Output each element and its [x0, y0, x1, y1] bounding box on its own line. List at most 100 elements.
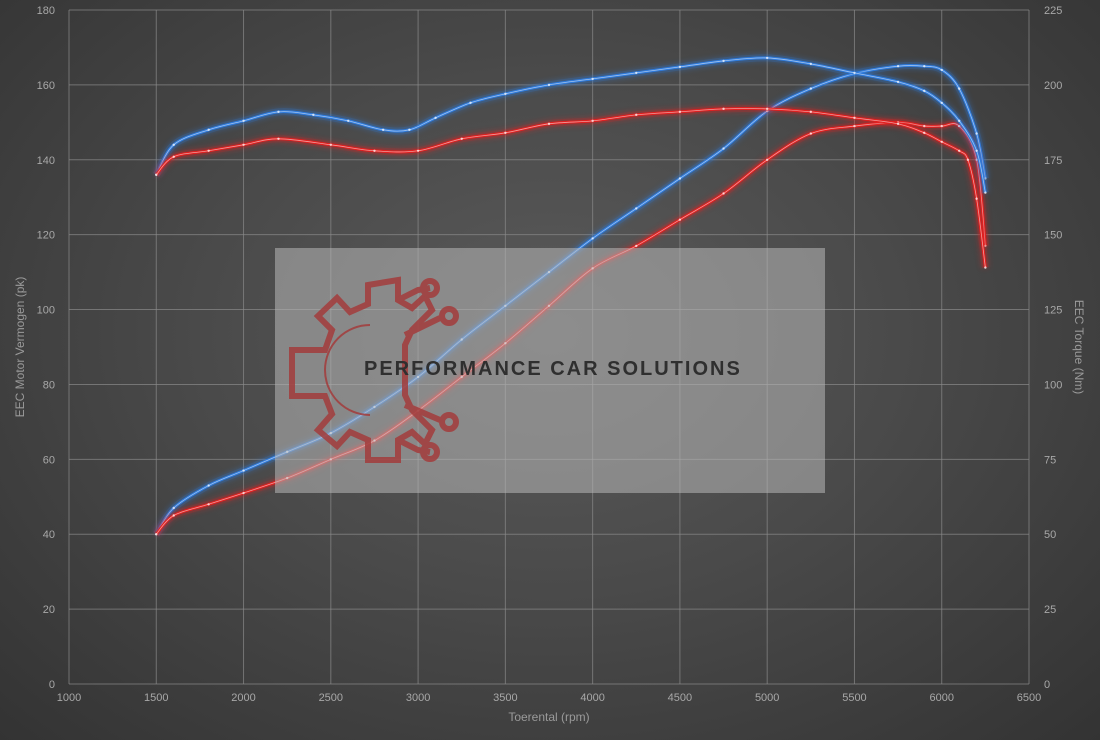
y-right-tick-label: 200 [1044, 80, 1062, 92]
y-right-tick-label: 225 [1044, 5, 1062, 17]
x-tick-label: 2500 [319, 692, 343, 704]
y-right-tick-label: 100 [1044, 379, 1062, 391]
y-left-tick-label: 140 [37, 155, 55, 167]
y-left-tick-label: 100 [37, 305, 55, 317]
data-point [940, 101, 943, 105]
series-3 [153, 104, 989, 269]
data-point [635, 207, 638, 210]
data-point [975, 149, 978, 152]
data-point [765, 107, 769, 111]
data-point [896, 64, 900, 68]
watermark: PERFORMANCE CAR SOLUTIONS [275, 248, 825, 493]
y-right-tick-label: 175 [1044, 155, 1062, 167]
watermark-brand-text: PERFORMANCE CAR SOLUTIONS [364, 358, 742, 380]
data-point [635, 113, 638, 117]
data-point [277, 137, 280, 141]
data-point [975, 197, 978, 200]
data-point [923, 124, 926, 128]
y-right-tick-label: 0 [1044, 679, 1050, 691]
data-point [504, 92, 507, 96]
data-point [853, 71, 856, 75]
data-point [765, 158, 769, 161]
tick-labels: 1000 1500 2000 2500 3000 3500 4000 4500 5000 5500… [37, 5, 1063, 704]
y-left-tick-label: 180 [37, 5, 55, 17]
series-highlight [155, 57, 986, 193]
data-point [853, 124, 856, 128]
data-point [809, 87, 813, 90]
data-point [809, 62, 813, 66]
data-point [347, 119, 350, 123]
data-point [923, 64, 926, 68]
data-point [373, 149, 376, 152]
x-tick-label: 5500 [842, 692, 866, 704]
x-tick-label: 4500 [668, 692, 692, 704]
data-point [207, 503, 210, 506]
y-right-tick-label: 150 [1044, 230, 1062, 242]
data-point [722, 107, 725, 111]
data-point [722, 192, 725, 195]
data-point [329, 143, 333, 146]
x-tick-label: 6500 [1017, 692, 1041, 704]
data-point [591, 119, 594, 123]
x-tick-label: 4000 [580, 692, 604, 704]
data-point [984, 266, 987, 269]
data-point [242, 491, 245, 495]
y-left-tick-label: 0 [49, 679, 55, 691]
data-point [242, 469, 245, 472]
x-tick-label: 3500 [493, 692, 517, 704]
series-line [155, 106, 987, 268]
data-point [469, 101, 472, 105]
data-point [591, 237, 594, 240]
data-point [853, 116, 856, 120]
y-axis-right-title: EEC Torque (Nm) [1072, 300, 1086, 394]
x-tick-label: 1500 [144, 692, 168, 704]
data-point [940, 124, 943, 128]
data-point [242, 119, 245, 123]
data-point [172, 143, 175, 146]
data-point [722, 147, 725, 150]
data-point [957, 149, 961, 152]
data-point [896, 80, 900, 84]
data-point [984, 191, 987, 194]
data-point [678, 110, 682, 114]
data-point [809, 110, 813, 114]
data-point [635, 244, 638, 248]
series-2 [153, 54, 989, 194]
data-point [765, 56, 769, 60]
data-point [957, 119, 961, 123]
data-point [722, 59, 725, 63]
y-left-tick-label: 80 [43, 379, 55, 391]
data-point [966, 158, 970, 161]
data-point [896, 122, 900, 126]
data-point [940, 140, 943, 144]
data-point [207, 149, 210, 152]
series-highlight [155, 108, 986, 268]
y-axis-left-title: EEC Motor Vermogen (pk) [13, 277, 27, 418]
data-point [809, 132, 813, 135]
data-point [277, 110, 280, 114]
y-left-tick-label: 40 [43, 529, 55, 541]
data-point [923, 89, 926, 93]
data-point [207, 484, 210, 487]
data-point [678, 177, 682, 180]
data-point [207, 128, 210, 132]
y-left-tick-label: 120 [37, 230, 55, 242]
series-glow [153, 104, 989, 269]
data-point [975, 132, 978, 135]
data-point [408, 128, 411, 132]
y-left-tick-label: 160 [37, 80, 55, 92]
x-tick-label: 5000 [755, 692, 779, 704]
x-tick-label: 1000 [57, 692, 81, 704]
data-point [460, 137, 463, 141]
data-point [155, 173, 158, 176]
data-point [242, 143, 245, 146]
data-point [172, 155, 175, 158]
data-point [172, 506, 175, 510]
data-point [416, 149, 420, 152]
data-point [940, 68, 943, 72]
data-point [547, 83, 551, 87]
data-point [678, 65, 682, 69]
data-point [923, 131, 926, 135]
data-point [155, 533, 158, 536]
